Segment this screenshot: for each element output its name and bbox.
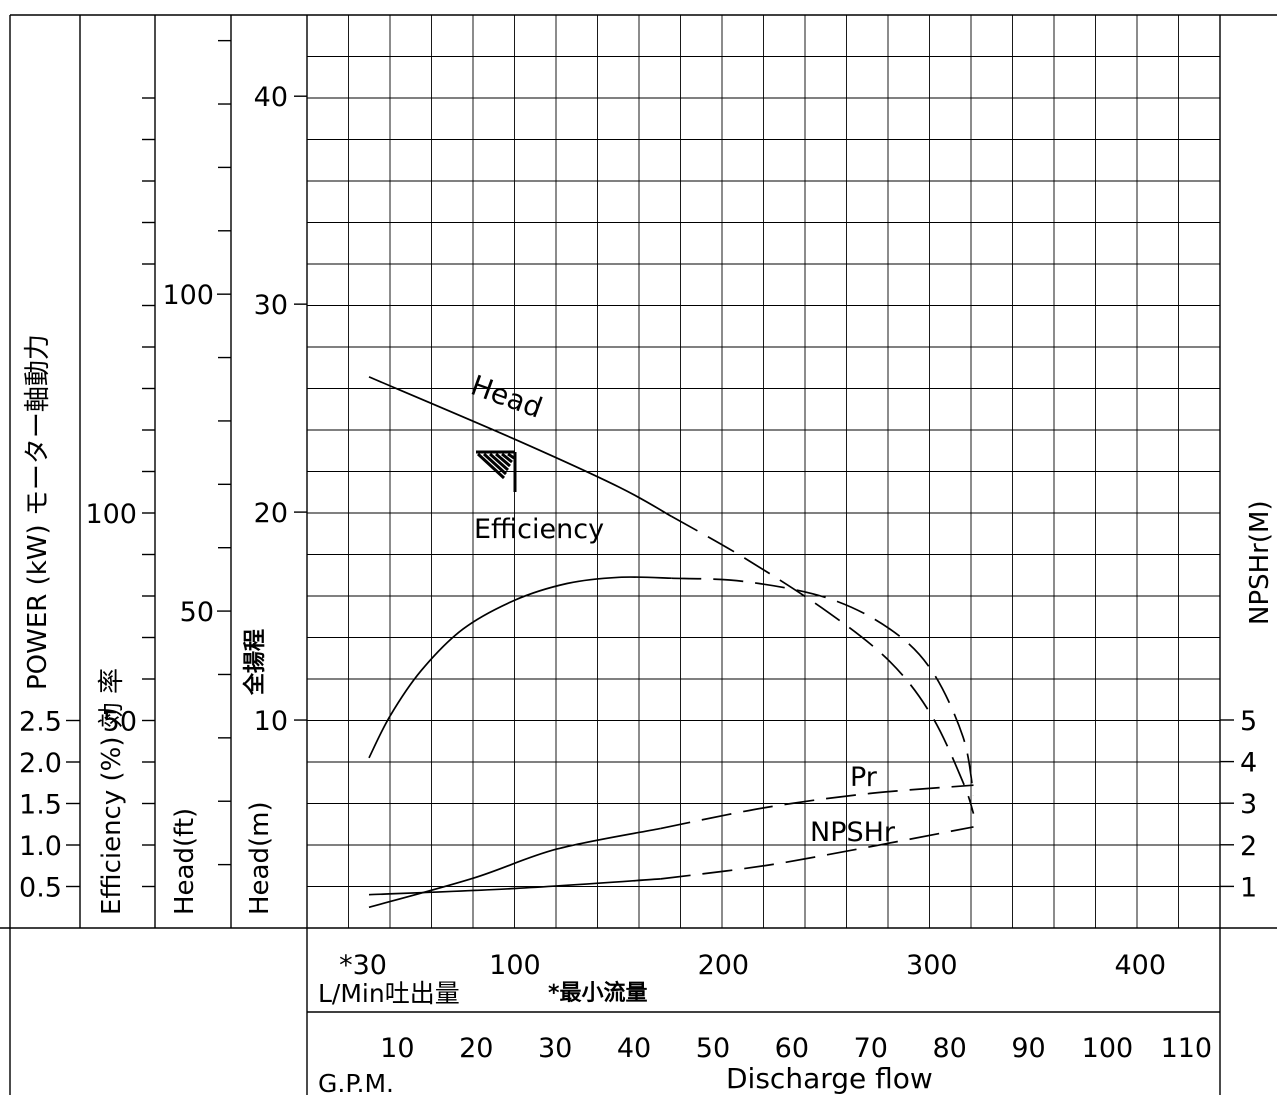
gpm-tick-label: 90 xyxy=(1011,1033,1045,1064)
head-curve-solid xyxy=(368,376,672,518)
min-flow-marker-hatch xyxy=(495,452,511,468)
series-label-npshr: NPSHr xyxy=(810,817,896,848)
min-flow-marker-hatch xyxy=(489,452,509,472)
series-layer xyxy=(368,376,975,909)
series-label-efficiency: Efficiency xyxy=(474,514,604,545)
gpm-tick-label: 110 xyxy=(1161,1033,1213,1064)
min-flow-marker xyxy=(476,450,517,492)
head-ft-tick-label: 50 xyxy=(180,597,214,628)
gpm-tick-label: 30 xyxy=(538,1033,572,1064)
series-label-pr: Pr xyxy=(850,762,878,793)
gpm-tick-label: 50 xyxy=(696,1033,730,1064)
head-curve-dashed xyxy=(670,515,975,814)
pr-curve-solid xyxy=(368,827,661,909)
npshr-tick-label: 3 xyxy=(1240,789,1257,820)
x-tick-label: 300 xyxy=(906,950,958,981)
x-tick-label: 100 xyxy=(489,950,541,981)
efficiency-tick-label: 100 xyxy=(85,499,137,530)
gpm-tick-label: 100 xyxy=(1082,1033,1134,1064)
npshr-tick-label: 5 xyxy=(1240,706,1257,737)
npshr-axis-title: NPSHr(M) xyxy=(1245,500,1275,625)
head-ft-tick-label: 100 xyxy=(162,280,214,311)
efficiency-curve-dashed xyxy=(671,577,975,796)
head-m-tick-label: 30 xyxy=(254,290,288,321)
gpm-tick-label: 80 xyxy=(932,1033,966,1064)
gpm-tick-label: 40 xyxy=(617,1033,651,1064)
chart-frame xyxy=(0,14,1277,1095)
min-flow-marker-hatch xyxy=(476,452,506,480)
gpm-tick-label: 60 xyxy=(775,1033,809,1064)
head-m-tick-label: 10 xyxy=(254,706,288,737)
head-m-tick-label: 40 xyxy=(254,82,288,113)
x-axis-title: Discharge flow xyxy=(726,1062,933,1095)
head-m-axis-title: Head(m) xyxy=(245,801,275,915)
gpm-tick-label: 70 xyxy=(854,1033,888,1064)
axes-layer: 10 20 30 40 50 100 50 100 0.5 1.0 1.5 2.0 2.5 1 2 3 4 5 *3… xyxy=(19,39,1257,1064)
gpm-tick-label: 20 xyxy=(459,1033,493,1064)
gpm-label: G.P.M. xyxy=(318,1069,394,1095)
power-tick-label: 1.0 xyxy=(19,831,62,862)
npshr-tick-label: 1 xyxy=(1240,872,1257,903)
efficiency-tick-label: 50 xyxy=(103,707,137,738)
x-tick-label: 400 xyxy=(1114,950,1166,981)
power-tick-label: 0.5 xyxy=(19,873,62,904)
power-tick-label: 1.5 xyxy=(19,790,62,821)
min-flow-note: *最小流量 xyxy=(548,980,648,1006)
npshr-tick-label: 2 xyxy=(1240,831,1257,862)
x-tick-label: *30 xyxy=(339,950,387,981)
min-flow-marker-hatch xyxy=(482,452,508,476)
x-tick-label: 200 xyxy=(698,950,750,981)
series-label-head: Head xyxy=(467,369,547,425)
x-unit-label: L/Min吐出量 xyxy=(318,979,460,1008)
min-flow-marker-hatch xyxy=(507,452,515,460)
head-m-jp-title: 全揚程 xyxy=(242,629,268,696)
npshr-curve-dashed xyxy=(660,826,974,880)
efficiency-curve-solid xyxy=(368,576,672,759)
labels-layer: Head Efficiency Pr NPSHr L/Min吐出量 *最小流量 … xyxy=(23,334,1275,1095)
npshr-curve-solid xyxy=(368,878,661,896)
plot-grid xyxy=(307,15,1220,928)
min-flow-marker-hatch xyxy=(501,452,513,464)
pr-curve-dashed xyxy=(660,784,974,830)
power-tick-label: 2.0 xyxy=(19,748,62,779)
npshr-tick-label: 4 xyxy=(1240,748,1257,779)
gpm-tick-label: 10 xyxy=(380,1033,414,1064)
head-ft-axis-title: Head(ft) xyxy=(170,808,200,915)
power-tick-label: 2.5 xyxy=(19,707,62,738)
power-axis-title: POWER (kW) モーター軸動力 xyxy=(23,334,53,690)
efficiency-axis-title: Efficiency (%) 効 率 xyxy=(97,668,127,915)
head-m-tick-label: 20 xyxy=(254,498,288,529)
